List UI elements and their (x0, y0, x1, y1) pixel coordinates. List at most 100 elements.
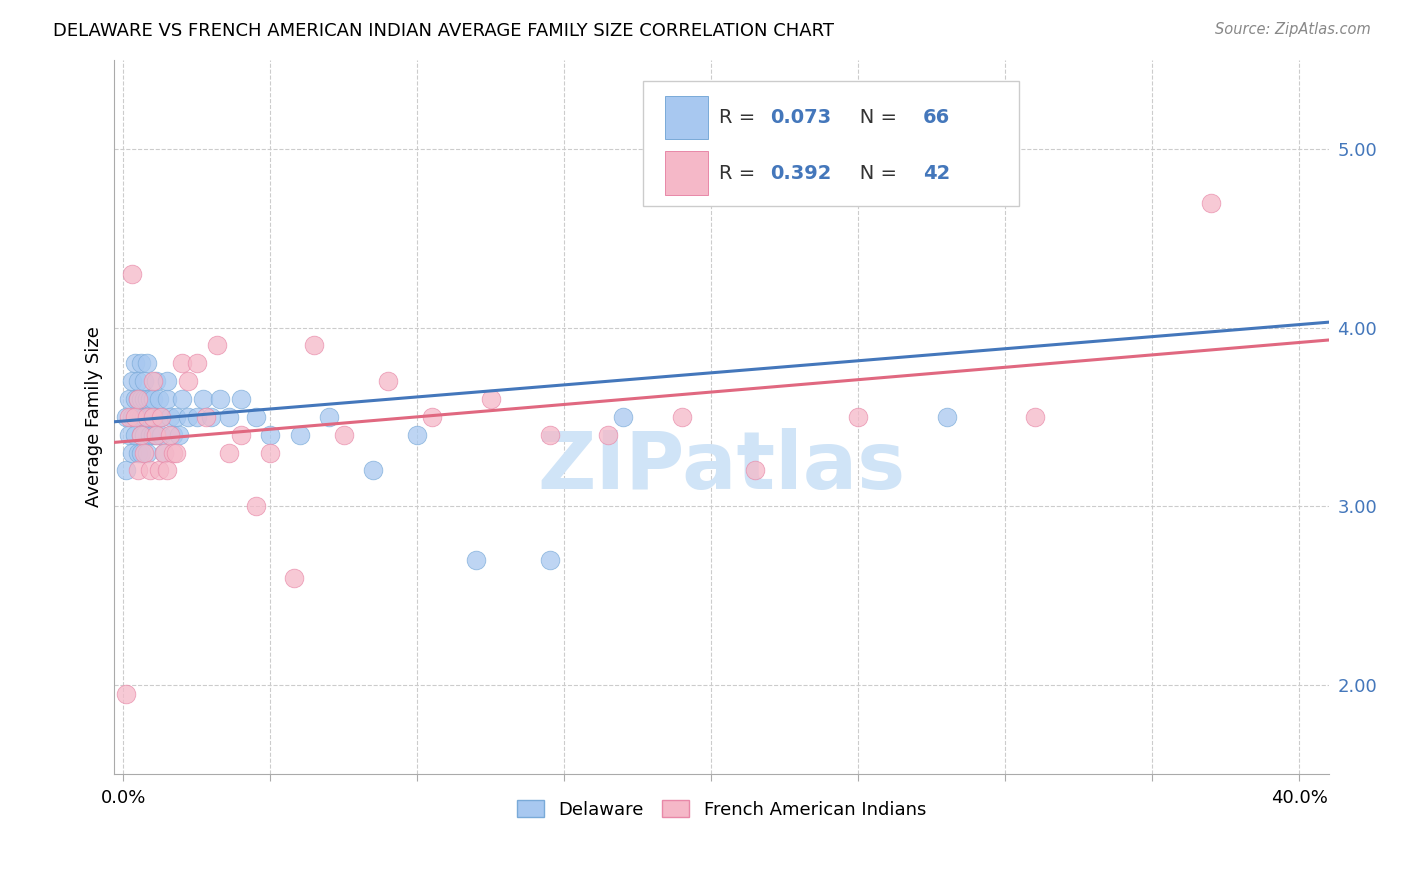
Point (138, 392, 160, 406)
FancyBboxPatch shape (665, 152, 709, 194)
Point (138, 409, 160, 424)
Point (127, 392, 149, 406)
Point (1024, 409, 1046, 424)
Point (129, 392, 152, 406)
Text: Source: ZipAtlas.com: Source: ZipAtlas.com (1215, 22, 1371, 37)
Point (127, 392, 149, 406)
Point (245, 499, 267, 513)
FancyBboxPatch shape (643, 81, 1019, 206)
Point (165, 445, 187, 459)
Point (259, 445, 281, 459)
Point (167, 427, 190, 442)
Point (132, 409, 155, 424)
Point (186, 356, 208, 370)
Point (142, 374, 165, 388)
Point (124, 392, 146, 406)
Point (744, 463, 766, 477)
Point (209, 392, 232, 406)
Point (135, 409, 157, 424)
Point (150, 409, 173, 424)
Text: R =: R = (720, 108, 762, 128)
Point (465, 553, 488, 567)
Point (118, 427, 141, 442)
Legend: Delaware, French American Indians: Delaware, French American Indians (510, 793, 934, 826)
Point (612, 409, 634, 424)
Point (148, 463, 170, 477)
Point (406, 427, 429, 442)
Point (129, 427, 152, 442)
Point (142, 409, 165, 424)
Point (420, 409, 443, 424)
Point (288, 427, 311, 442)
Point (121, 267, 143, 281)
Text: R =: R = (720, 163, 762, 183)
Point (156, 374, 179, 388)
Point (135, 392, 157, 406)
FancyBboxPatch shape (665, 95, 709, 139)
Y-axis label: Average Family Size: Average Family Size (86, 326, 103, 508)
Text: N =: N = (841, 163, 903, 183)
Point (218, 409, 240, 424)
Point (170, 356, 193, 370)
Point (177, 374, 200, 388)
Point (153, 445, 176, 459)
Point (150, 409, 173, 424)
Point (156, 392, 179, 406)
Point (127, 409, 149, 424)
Text: 66: 66 (924, 108, 950, 128)
Point (115, 463, 138, 477)
Point (118, 392, 141, 406)
Point (159, 409, 181, 424)
Point (148, 392, 170, 406)
Text: 0.073: 0.073 (770, 108, 831, 128)
Point (135, 445, 157, 459)
Point (229, 427, 252, 442)
Text: DELAWARE VS FRENCH AMERICAN INDIAN AVERAGE FAMILY SIZE CORRELATION CHART: DELAWARE VS FRENCH AMERICAN INDIAN AVERA… (53, 22, 834, 40)
Point (207, 338, 229, 352)
Point (538, 553, 561, 567)
Point (127, 374, 149, 388)
Point (121, 409, 143, 424)
Point (135, 409, 157, 424)
Point (538, 427, 561, 442)
Point (165, 409, 187, 424)
Point (127, 445, 149, 459)
Point (186, 409, 208, 424)
Text: 0.392: 0.392 (770, 163, 831, 183)
Point (194, 409, 217, 424)
Point (259, 427, 281, 442)
Point (200, 409, 222, 424)
Point (935, 409, 957, 424)
Point (245, 409, 267, 424)
Point (135, 356, 157, 370)
Point (129, 409, 152, 424)
Point (145, 427, 167, 442)
Point (118, 409, 141, 424)
Point (283, 571, 305, 585)
Point (218, 445, 240, 459)
Point (145, 374, 167, 388)
Point (138, 427, 160, 442)
Text: 42: 42 (924, 163, 950, 183)
Point (121, 445, 143, 459)
Point (479, 392, 502, 406)
Point (115, 409, 138, 424)
Point (142, 427, 165, 442)
Point (132, 445, 155, 459)
Point (162, 427, 184, 442)
Point (229, 392, 252, 406)
Point (145, 427, 167, 442)
Point (159, 427, 181, 442)
Point (162, 445, 184, 459)
Point (129, 445, 152, 459)
Point (132, 392, 155, 406)
Point (377, 374, 399, 388)
Point (848, 409, 870, 424)
Point (121, 374, 143, 388)
Point (700, 178, 723, 192)
Point (115, 687, 138, 701)
Point (142, 392, 165, 406)
Point (177, 409, 200, 424)
Point (304, 338, 326, 352)
Point (132, 427, 155, 442)
